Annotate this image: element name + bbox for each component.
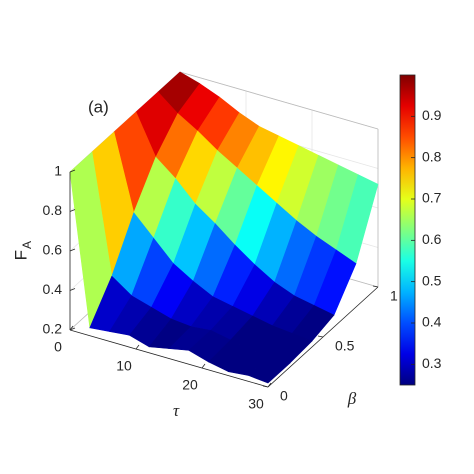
z-tick <box>69 169 76 173</box>
x-tick-label: 20 <box>182 377 198 393</box>
surface <box>69 71 379 384</box>
colorbar-tick-label: 0.8 <box>422 148 442 164</box>
colorbar-tick-label: 0.4 <box>422 314 442 330</box>
z-tick-label: 1 <box>54 163 62 179</box>
x-tick-label: 30 <box>248 396 264 412</box>
z-axis-label: F <box>11 250 30 260</box>
x-tick <box>201 363 206 369</box>
y-tick <box>317 335 324 338</box>
colorbar-tick-label: 0.7 <box>422 190 442 206</box>
z-tick <box>69 209 76 212</box>
z-tick-label: 0.6 <box>43 242 63 258</box>
colorbar-tick-label: 0.3 <box>422 355 442 371</box>
y-tick-label: 0 <box>280 388 288 404</box>
z-axis-label-sub: A <box>20 241 34 249</box>
x-axis-label: τ <box>173 401 180 420</box>
colorbar <box>399 74 416 386</box>
z-tick-label: 0.2 <box>43 321 63 337</box>
colorbar-tick-label: 0.6 <box>422 231 442 247</box>
annotation: (a) <box>88 97 109 116</box>
x-tick <box>267 382 272 388</box>
y-tick <box>372 285 379 288</box>
surface-patch <box>247 355 291 384</box>
z-tick <box>69 327 76 331</box>
z-axis-label-group: F A <box>11 241 34 260</box>
colorbar-tick-label: 0.9 <box>422 107 442 123</box>
x-tick-label: 0 <box>54 339 62 355</box>
y-tick-label: 0.5 <box>335 338 355 354</box>
y-axis-label: β <box>347 389 357 408</box>
x-tick <box>69 325 74 331</box>
z-tick-label: 0.8 <box>43 202 63 218</box>
x-tick <box>135 344 140 350</box>
x-tick-label: 10 <box>116 358 132 374</box>
y-tick <box>262 385 269 388</box>
z-tick <box>69 248 76 252</box>
box-edge <box>179 71 379 130</box>
y-tick-label: 1 <box>390 288 398 304</box>
z-tick <box>69 288 76 291</box>
z-tick-label: 0.4 <box>43 281 63 297</box>
colorbar-tick-label: 0.5 <box>422 272 442 288</box>
x-axis <box>69 329 269 388</box>
